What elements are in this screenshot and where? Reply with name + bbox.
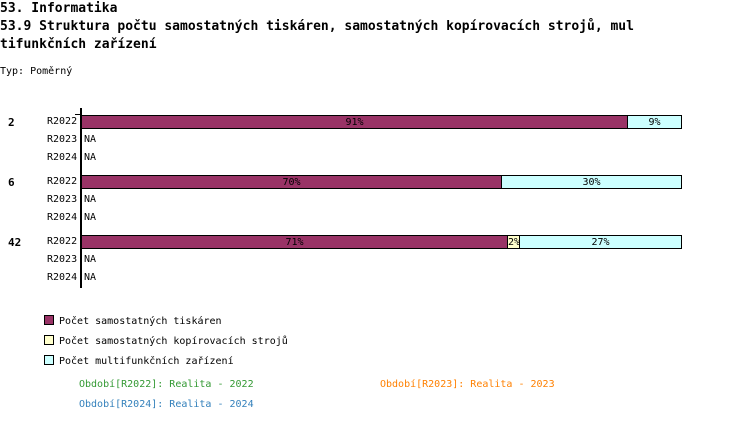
period-label: R2024: [47, 212, 78, 223]
period-label: R2024: [47, 152, 78, 163]
legend-label: Počet samostatných tiskáren: [59, 316, 222, 327]
period-legend-item: Období[R2024]: Realita - 2024: [79, 399, 254, 410]
group-label: 6: [8, 176, 15, 189]
legend-swatch: [44, 355, 54, 365]
na-label: NA: [84, 194, 97, 205]
y-axis: [80, 108, 82, 288]
legend-swatch: [44, 315, 54, 325]
chart-title-line2: tifunkčních zařízení: [0, 37, 157, 52]
na-label: NA: [84, 212, 97, 223]
period-label: R2023: [47, 194, 78, 205]
bar-segment: 70%: [81, 175, 502, 189]
type-label: Typ: Poměrný: [0, 66, 73, 77]
period-label: R2022: [47, 116, 78, 127]
legend-item: Počet samostatných kopírovacích strojů: [44, 335, 288, 347]
period-label: R2022: [47, 236, 78, 247]
section-title: 53. Informatika: [0, 1, 118, 16]
period-legend-item: Období[R2022]: Realita - 2022: [79, 379, 254, 390]
na-label: NA: [84, 134, 97, 145]
bar-segment: 71%: [81, 235, 508, 249]
group-label: 42: [8, 236, 22, 249]
bar-segment: 9%: [627, 115, 682, 129]
na-label: NA: [84, 152, 97, 163]
period-label: R2023: [47, 254, 78, 265]
bar-segment: 91%: [81, 115, 628, 129]
legend-item: Počet samostatných tiskáren: [44, 315, 222, 327]
period-label: R2023: [47, 134, 78, 145]
period-label: R2024: [47, 272, 78, 283]
legend-swatch: [44, 335, 54, 345]
group-label: 2: [8, 116, 15, 129]
axis-tick: [75, 114, 81, 115]
period-legend-item: Období[R2023]: Realita - 2023: [380, 379, 555, 390]
chart-title-line1: 53.9 Struktura počtu samostatných tiskár…: [0, 19, 634, 34]
legend-label: Počet multifunkčních zařízení: [59, 356, 234, 367]
legend-label: Počet samostatných kopírovacích strojů: [59, 336, 288, 347]
period-label: R2022: [47, 176, 78, 187]
na-label: NA: [84, 272, 97, 283]
legend-item: Počet multifunkčních zařízení: [44, 355, 234, 367]
bar-segment: 27%: [519, 235, 682, 249]
na-label: NA: [84, 254, 97, 265]
bar-segment: 30%: [501, 175, 682, 189]
